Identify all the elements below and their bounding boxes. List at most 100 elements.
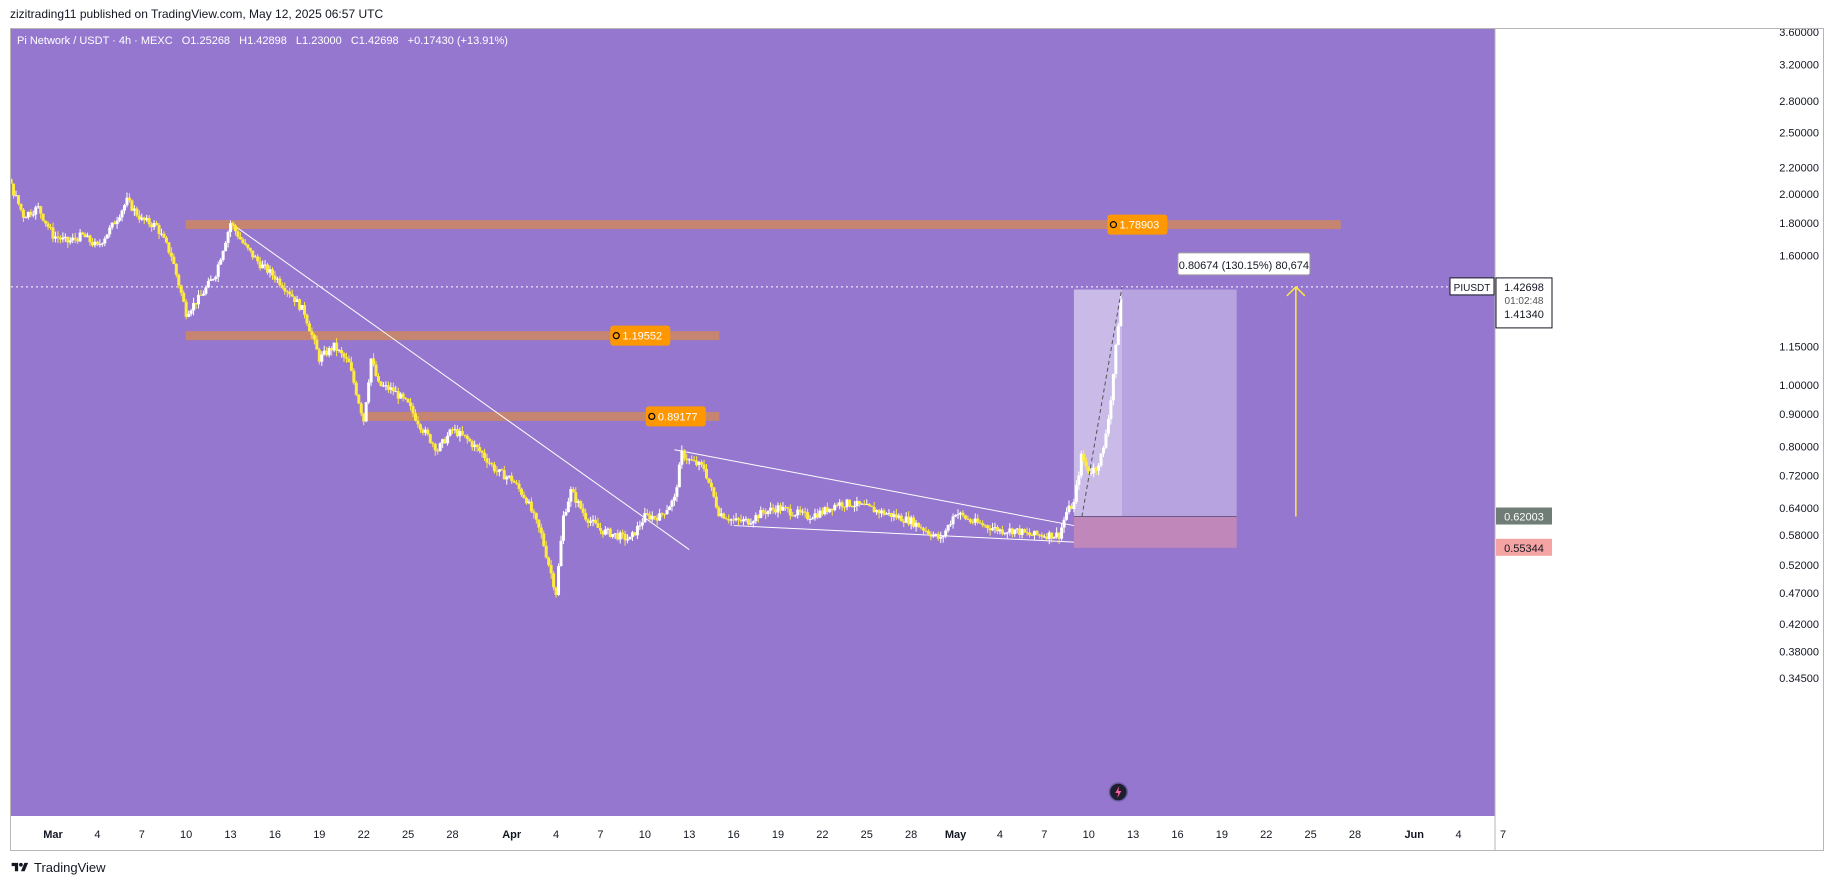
candle-body xyxy=(917,522,921,528)
tradingview-brand[interactable]: TradingView xyxy=(34,859,106,875)
candle-body xyxy=(446,435,450,444)
price-chart[interactable]: 3.60000 3.20000 2.80000 2.50000 2.20000 2.000… xyxy=(11,29,1823,850)
entry-price-tag[interactable] xyxy=(1496,507,1552,525)
level-label-box[interactable] xyxy=(1107,214,1168,235)
candle-body xyxy=(86,235,90,238)
candle-body xyxy=(39,206,43,214)
candle-body xyxy=(981,523,985,526)
candle-body xyxy=(406,398,410,403)
candle-body xyxy=(872,506,876,513)
candle-body xyxy=(19,203,23,210)
trendline[interactable] xyxy=(230,222,690,550)
target-zone[interactable] xyxy=(1073,289,1237,517)
candle-body xyxy=(157,225,161,234)
candle-body xyxy=(971,522,975,524)
x-tick-label: 28 xyxy=(1349,829,1361,841)
candle-body xyxy=(968,519,972,523)
candle-body xyxy=(172,256,176,264)
published-header: zizitrading11 published on TradingView.c… xyxy=(10,7,384,21)
candle-body xyxy=(672,496,676,501)
candle-body xyxy=(877,510,881,514)
candle-body xyxy=(1094,467,1098,471)
time-axis[interactable] xyxy=(11,816,1495,850)
candle-body xyxy=(219,259,223,265)
price-axis[interactable] xyxy=(1495,29,1823,850)
candle-body xyxy=(169,252,173,257)
candle-body xyxy=(756,515,760,519)
candle-body xyxy=(71,237,75,241)
candle-body xyxy=(838,502,842,506)
candle-body xyxy=(776,505,780,513)
candle-body xyxy=(998,529,1002,532)
candle-body xyxy=(988,528,992,531)
candle-body xyxy=(31,214,35,216)
candle-body xyxy=(796,509,800,516)
candle-body xyxy=(505,476,509,480)
candle-body xyxy=(53,236,57,239)
candle-body xyxy=(852,506,856,508)
candle-body xyxy=(152,222,156,228)
candle-body xyxy=(418,424,422,430)
candle-body xyxy=(394,391,398,393)
level-anchor-icon[interactable] xyxy=(612,332,620,340)
candle-body xyxy=(12,183,16,196)
candle-body xyxy=(258,261,262,269)
candle-body xyxy=(1050,532,1054,539)
y-tick-label: 2.00000 xyxy=(1779,189,1819,201)
level-anchor-icon[interactable] xyxy=(648,412,656,421)
candle-body xyxy=(946,524,950,531)
candle-body xyxy=(820,510,824,515)
measure-label-box[interactable] xyxy=(1177,252,1311,276)
candle-body xyxy=(352,370,356,383)
candle-body xyxy=(307,323,311,332)
stop-zone[interactable] xyxy=(1073,516,1237,548)
candle-body xyxy=(786,507,790,509)
legend-symbol[interactable]: Pi Network / USDT · 4h · MEXC xyxy=(17,35,173,47)
level-label: 1.19552 xyxy=(622,331,662,343)
candle-body xyxy=(880,510,884,514)
candle-body xyxy=(667,506,671,511)
candle-body xyxy=(584,512,588,520)
candle-body xyxy=(941,536,945,538)
trendline[interactable] xyxy=(674,449,1075,527)
candle-body xyxy=(1045,536,1049,540)
candle-body xyxy=(611,534,615,537)
candle-body xyxy=(303,305,307,315)
stop-price-tag[interactable] xyxy=(1496,538,1552,556)
level-label-box[interactable] xyxy=(645,406,706,427)
chart-panel[interactable]: 3.60000 3.20000 2.80000 2.50000 2.20000 2.000… xyxy=(10,28,1824,851)
candle-body xyxy=(983,525,987,527)
candle-body xyxy=(125,197,129,206)
trendline[interactable] xyxy=(733,525,1074,543)
candle-body xyxy=(939,537,943,539)
candle-body xyxy=(1010,528,1014,535)
level-zone[interactable] xyxy=(185,220,1341,230)
level-label-box[interactable] xyxy=(610,325,671,346)
symbol-tag[interactable] xyxy=(1449,277,1495,296)
y-tick-label: 1.15000 xyxy=(1779,341,1819,353)
candle-body xyxy=(137,215,141,220)
x-tick-label: 4 xyxy=(553,829,559,841)
candle-body xyxy=(712,487,716,497)
x-tick-label: 13 xyxy=(224,829,236,841)
candle-body xyxy=(113,222,117,225)
candle-body xyxy=(384,385,388,387)
candle-body xyxy=(724,518,728,520)
last-price-tag[interactable] xyxy=(1495,277,1553,329)
candle-body xyxy=(266,264,270,273)
candle-body xyxy=(907,516,911,525)
level-zone[interactable] xyxy=(185,331,720,341)
x-tick-label: 19 xyxy=(1216,829,1228,841)
candle-body xyxy=(564,511,568,516)
candle-body xyxy=(315,339,319,350)
candle-body xyxy=(145,218,149,221)
candle-body xyxy=(1005,532,1009,534)
candle-body xyxy=(105,234,109,239)
candle-body xyxy=(924,530,928,532)
level-anchor-icon[interactable] xyxy=(1109,221,1118,229)
candle-body xyxy=(1116,326,1120,345)
candle-body xyxy=(1035,530,1039,535)
candle-body xyxy=(650,516,654,520)
candle-body xyxy=(468,438,472,442)
candle-body xyxy=(1008,528,1012,533)
